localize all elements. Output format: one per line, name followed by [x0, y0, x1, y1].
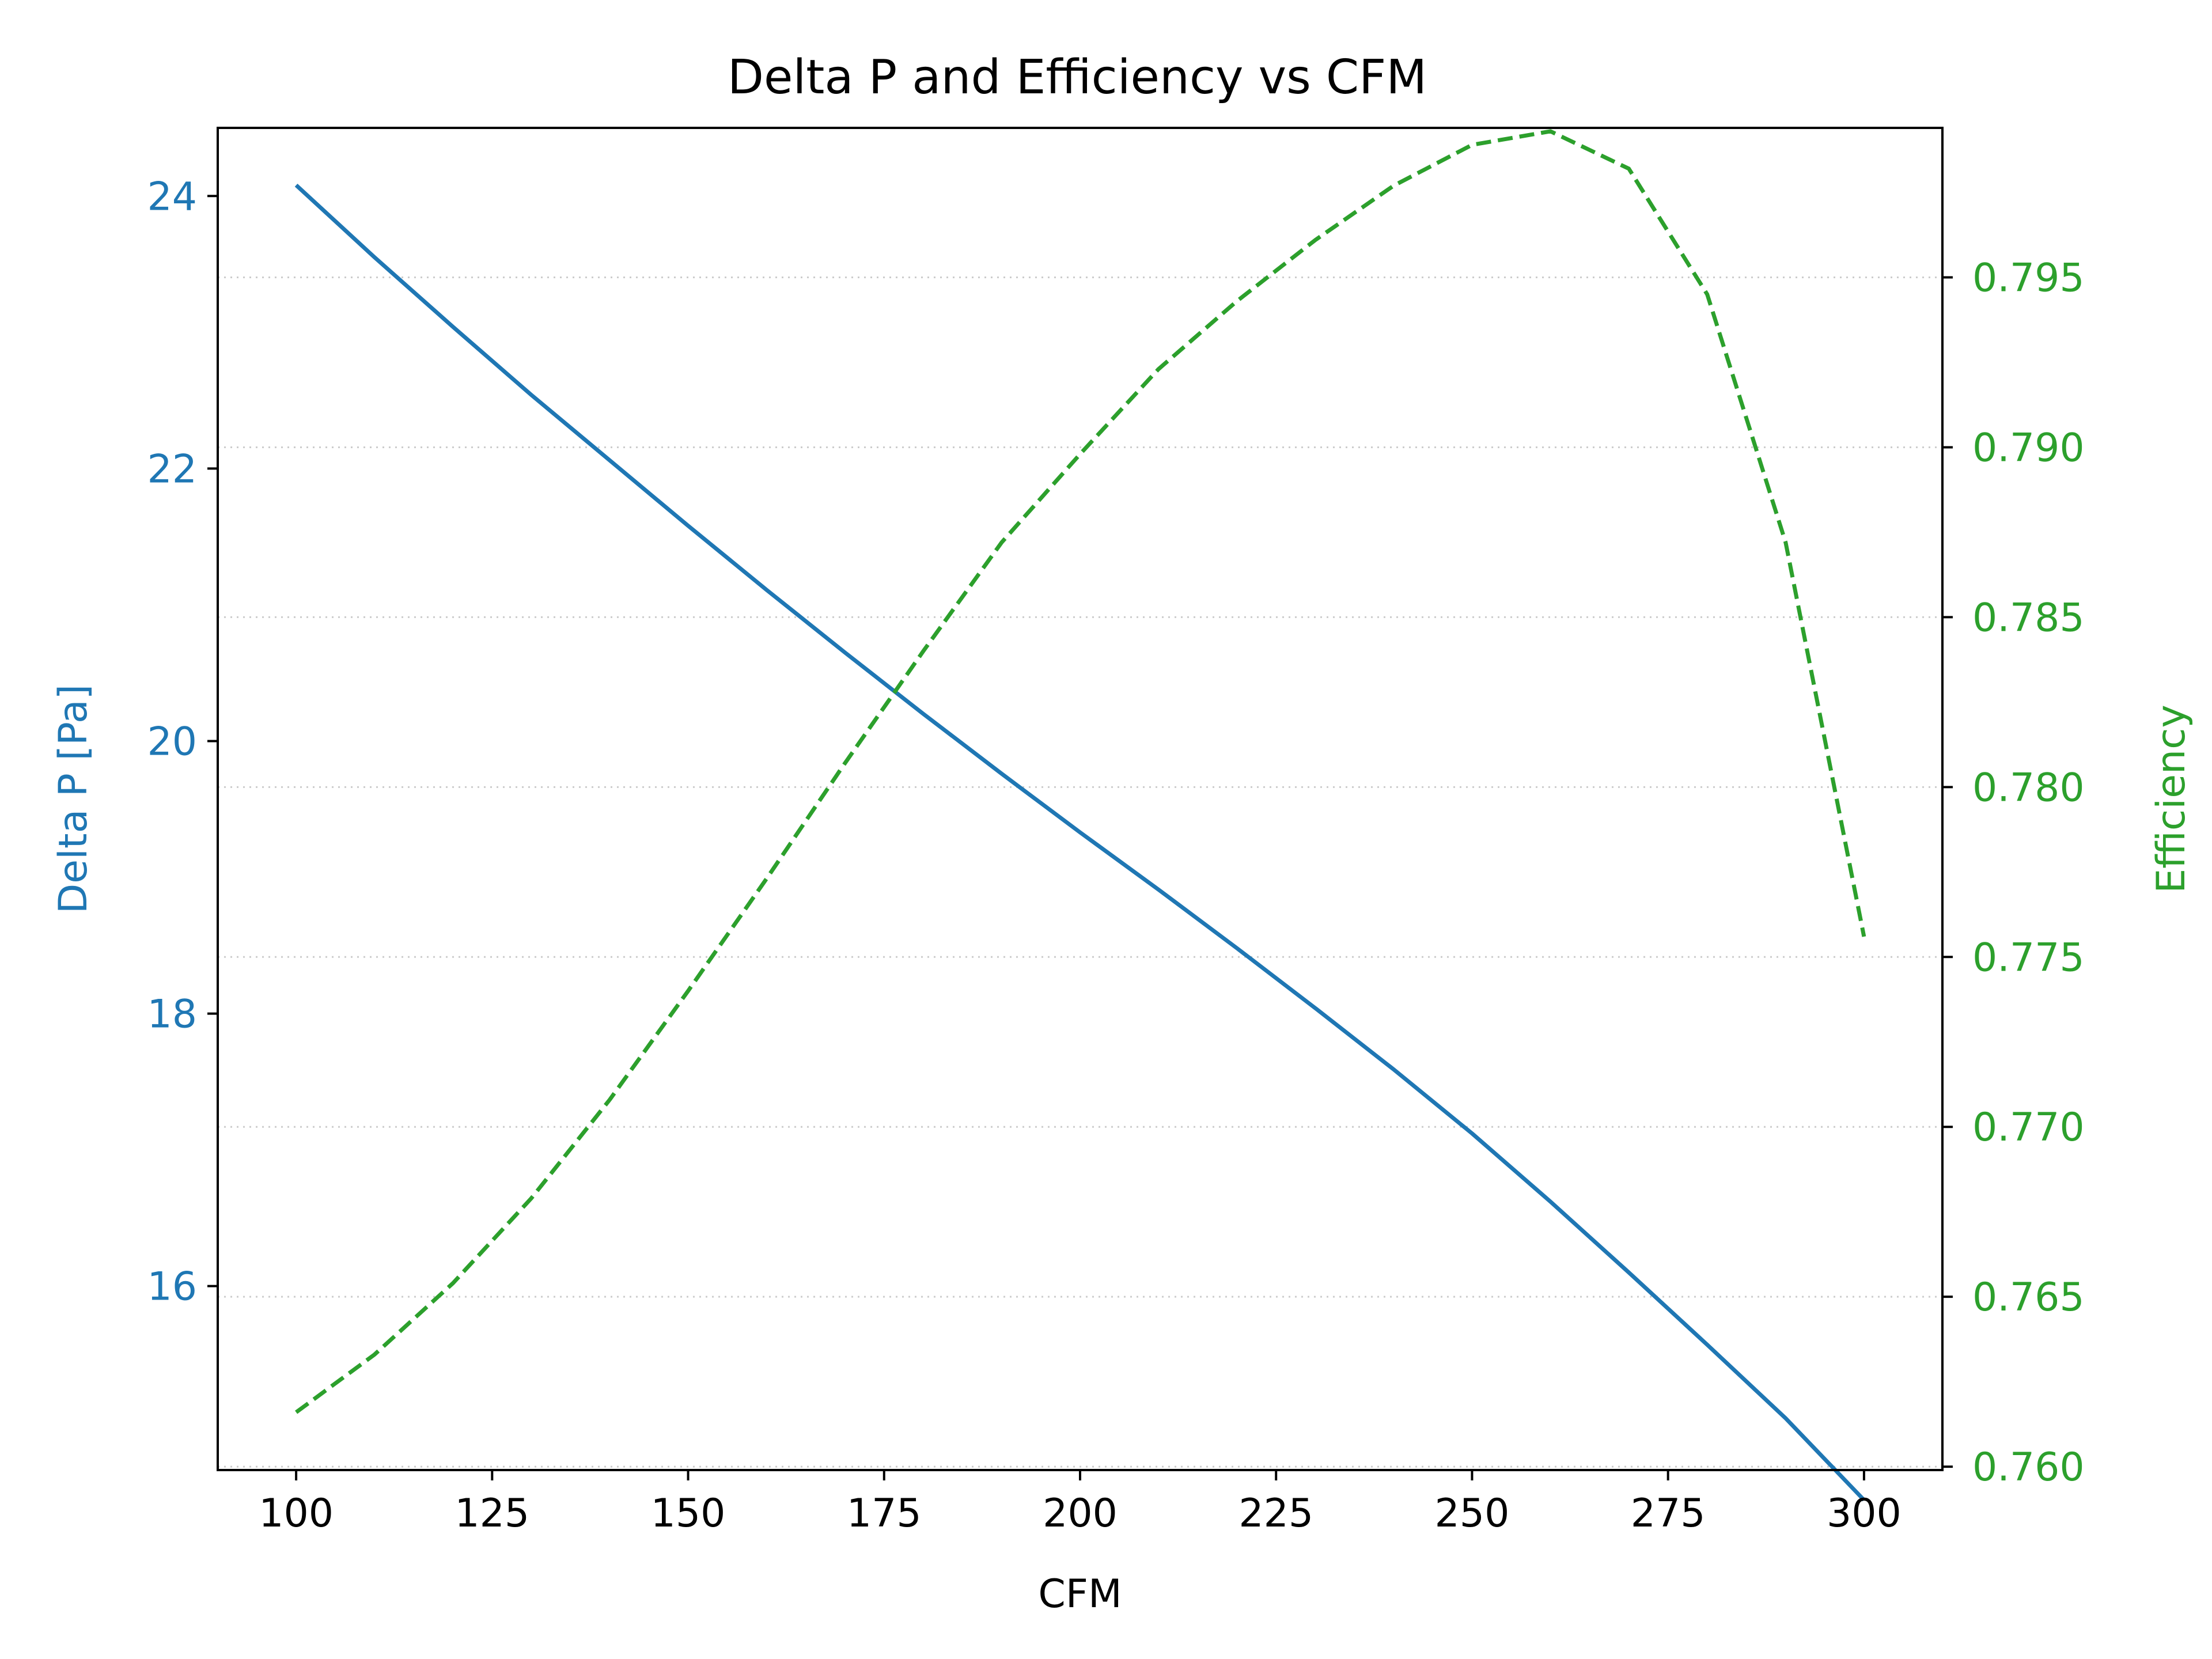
y-right-tick-label-3: 0.775 — [1972, 935, 2085, 980]
x-tick-label-3: 175 — [847, 1491, 922, 1536]
y-left-tick-label-4: 24 — [147, 174, 197, 219]
y-left-tick-label-2: 20 — [147, 719, 197, 764]
y-axis-left-title: Delta P [Pa] — [51, 684, 96, 914]
y-axis-right: 0.760 0.765 0.770 0.775 0.780 0.785 0.790 0.795 — [1942, 256, 2085, 1490]
y-left-tick-label-0: 16 — [147, 1264, 197, 1310]
series-line-delta-p — [294, 183, 1866, 1502]
x-tick-label-7: 275 — [1631, 1491, 1706, 1536]
y-right-tick-label-5: 0.785 — [1972, 595, 2085, 641]
x-tick-label-4: 200 — [1043, 1491, 1118, 1536]
chart-title: Delta P and Efficiency vs CFM — [728, 50, 1427, 105]
x-tick-label-5: 225 — [1238, 1491, 1313, 1536]
y-right-tick-label-6: 0.790 — [1972, 425, 2085, 471]
series-lines — [294, 129, 1866, 1502]
y-right-tick-label-2: 0.770 — [1972, 1105, 2085, 1150]
y-axis-left: 16 18 20 22 24 — [147, 174, 218, 1310]
x-tick-label-8: 300 — [1827, 1491, 1902, 1536]
x-tick-label-6: 250 — [1435, 1491, 1510, 1536]
y-right-tick-label-0: 0.760 — [1972, 1445, 2085, 1490]
x-tick-label-0: 100 — [259, 1491, 334, 1536]
y-right-tick-label-7: 0.795 — [1972, 256, 2085, 301]
x-axis: 100 125 150 175 200 225 250 275 300 — [259, 1470, 1902, 1536]
y-left-tick-label-1: 18 — [147, 992, 197, 1037]
x-tick-label-1: 125 — [454, 1491, 529, 1536]
x-tick-label-2: 150 — [651, 1491, 726, 1536]
grid-lines — [218, 276, 1942, 1468]
y-right-tick-label-4: 0.780 — [1972, 765, 2085, 810]
y-right-tick-label-1: 0.765 — [1972, 1275, 2085, 1320]
series-line-efficiency — [295, 129, 1866, 1414]
y-axis-right-title: Efficiency — [2149, 704, 2194, 893]
y-left-tick-label-3: 22 — [147, 446, 197, 492]
x-axis-title: CFM — [1038, 1571, 1122, 1617]
